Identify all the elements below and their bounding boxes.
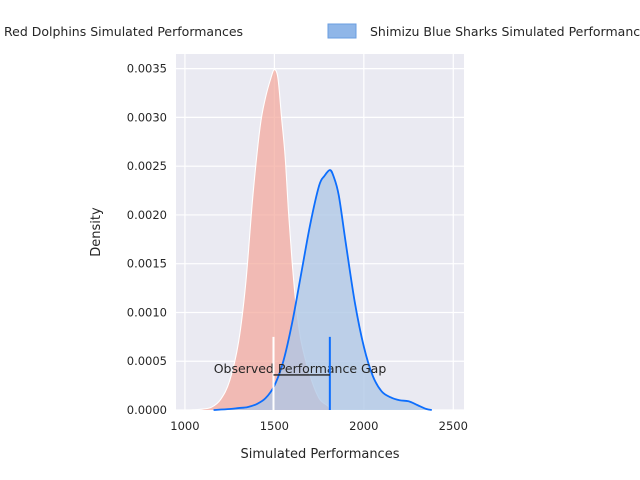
legend-label-blue: Shimizu Blue Sharks Simulated Performanc… bbox=[370, 24, 640, 39]
x-axis-label: Simulated Performances bbox=[241, 447, 400, 462]
y-tick-label-6: 0.0030 bbox=[127, 110, 167, 124]
blue-density-line bbox=[213, 169, 432, 411]
gap-annotation: Observed Performance Gap bbox=[214, 336, 387, 410]
y-axis-label: Density bbox=[89, 207, 104, 257]
y-tick-label-7: 0.0035 bbox=[127, 62, 167, 76]
y-tick-labels: 0.0000 0.0005 0.0010 0.0015 0.0020 0.0025 0.00… bbox=[127, 62, 167, 417]
x-tick-labels: 1000 1500 2000 2500 bbox=[170, 419, 468, 433]
y-tick-label-2: 0.0010 bbox=[127, 305, 167, 319]
y-tick-label-3: 0.0015 bbox=[127, 257, 167, 271]
legend-swatch-blue bbox=[327, 23, 357, 39]
annotation-text: Observed Performance Gap bbox=[214, 361, 387, 376]
y-tick-label-0: 0.0000 bbox=[127, 403, 167, 417]
legend: Red Dolphins Simulated Performances Shim… bbox=[4, 23, 640, 39]
y-tick-label-1: 0.0005 bbox=[127, 354, 167, 368]
y-tick-label-5: 0.0025 bbox=[127, 159, 167, 173]
x-tick-label-3: 2500 bbox=[439, 419, 468, 433]
x-tick-label-2: 2000 bbox=[349, 419, 378, 433]
density-areas bbox=[190, 69, 432, 411]
x-tick-label-1: 1500 bbox=[260, 419, 289, 433]
y-tick-label-4: 0.0020 bbox=[127, 208, 167, 222]
x-tick-label-0: 1000 bbox=[170, 419, 199, 433]
legend-label-red: Red Dolphins Simulated Performances bbox=[4, 24, 243, 39]
blue-density-area bbox=[213, 170, 432, 410]
